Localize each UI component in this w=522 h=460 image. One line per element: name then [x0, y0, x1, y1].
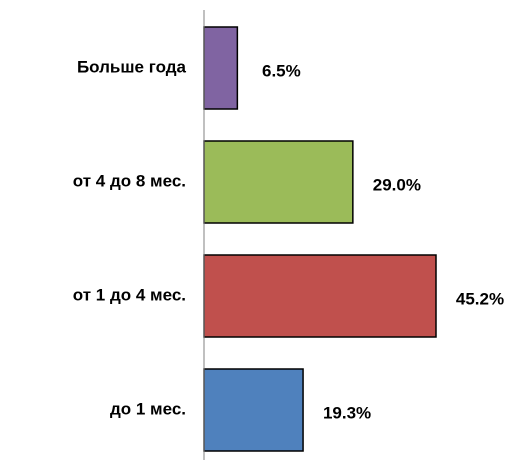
value-label-0: 6.5%	[262, 61, 301, 80]
value-label-1: 29.0%	[373, 175, 421, 194]
bar-2	[203, 254, 437, 338]
bar-1	[203, 140, 354, 224]
bars-group: Больше года 6.5% от 4 до 8 мес. 29.0% от 1 д…	[73, 26, 504, 452]
category-label-1: от 4 до 8 мес.	[73, 171, 186, 190]
bar-0	[203, 26, 239, 110]
category-label-2: от 1 до 4 мес.	[73, 285, 186, 304]
category-label-0: Больше года	[77, 57, 187, 76]
category-label-3: до 1 мес.	[110, 399, 186, 418]
value-label-2: 45.2%	[456, 289, 504, 308]
value-label-3: 19.3%	[323, 403, 371, 422]
bar-3	[203, 368, 304, 452]
